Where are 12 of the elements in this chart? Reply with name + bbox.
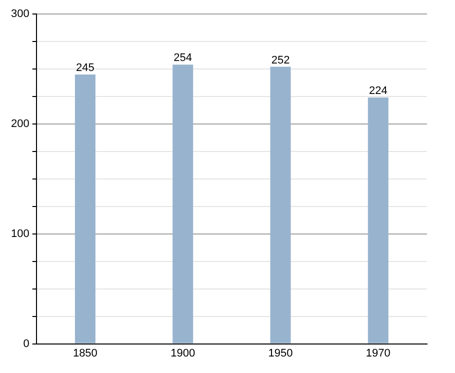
y-tick-label: 300	[10, 8, 30, 20]
x-tick-label: 1950	[268, 347, 293, 360]
data-label: 252	[271, 54, 290, 66]
x-tick-label: 1850	[72, 347, 98, 360]
y-tick-label: 0	[23, 338, 30, 350]
x-tick-label: 1900	[170, 347, 196, 360]
data-label: 245	[76, 62, 94, 74]
x-tick-label: 1970	[366, 347, 390, 360]
data-label: 254	[174, 52, 192, 64]
y-tick-label: 100	[10, 228, 30, 240]
data-label: 224	[368, 85, 388, 98]
y-tick-label: 200	[10, 118, 30, 130]
